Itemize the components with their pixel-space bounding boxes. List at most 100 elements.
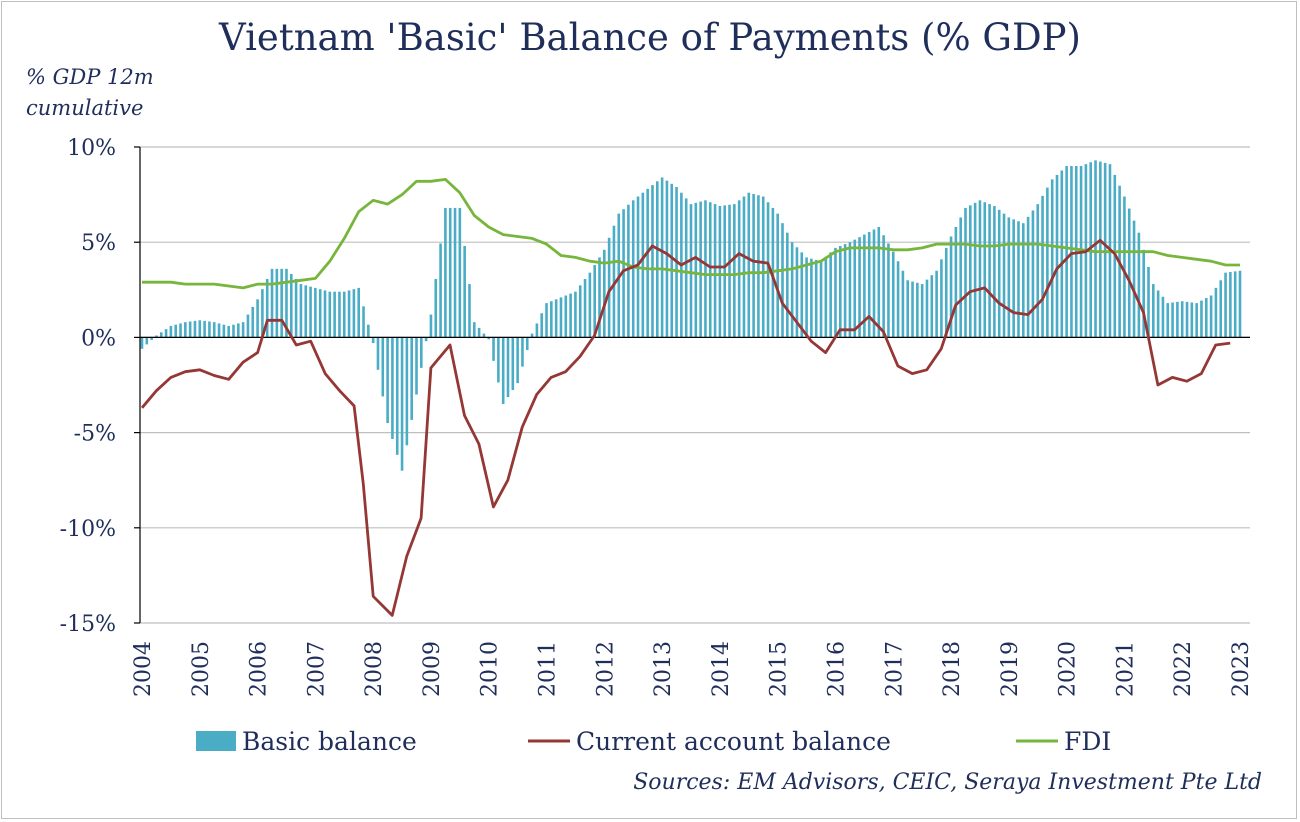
basic-balance-bar: [853, 239, 857, 338]
basic-balance-bar: [468, 284, 471, 338]
basic-balance-bar: [1204, 298, 1208, 338]
x-tick-label: 2004: [131, 641, 156, 697]
x-tick-label: 2008: [362, 641, 387, 697]
basic-balance-bar: [164, 329, 168, 338]
legend-swatch-basic-balance: [196, 731, 236, 751]
basic-balance-bar: [858, 237, 861, 338]
basic-balance-bar: [545, 303, 548, 338]
basic-balance-bar: [1166, 303, 1170, 338]
basic-balance-bar: [1099, 161, 1102, 338]
basic-balance-bar: [232, 324, 235, 338]
basic-balance-bar: [1031, 210, 1035, 338]
basic-balance-bar: [867, 232, 871, 338]
basic-balance-bar: [203, 320, 206, 338]
basic-balance-bar: [1017, 221, 1020, 338]
basic-balance-bar: [790, 242, 794, 338]
basic-balance-bar: [1137, 232, 1141, 338]
basic-balance-bar: [689, 204, 693, 338]
basic-balance-bar: [347, 290, 351, 338]
basic-balance-bar: [1224, 272, 1227, 338]
basic-balance-bar: [395, 337, 399, 455]
basic-balance-bar: [535, 323, 539, 338]
basic-balance-bar: [578, 285, 582, 338]
basic-balance-bar: [800, 252, 804, 338]
basic-balance-bar: [251, 306, 255, 338]
basic-balance-bar: [882, 235, 885, 338]
x-tick-label: 2009: [420, 641, 445, 697]
basic-balance-bar: [212, 322, 216, 338]
basic-balance-bar: [410, 337, 413, 420]
basic-balance-bar: [872, 229, 876, 338]
x-tick-label: 2011: [536, 641, 561, 697]
basic-balance-bar: [983, 202, 987, 338]
basic-balance-bar: [285, 268, 288, 338]
basic-balance-bar: [766, 202, 770, 338]
basic-balance-bar: [944, 247, 948, 338]
x-tick-label: 2010: [478, 641, 503, 697]
current-account-balance-line: [140, 238, 1231, 617]
basic-balance-bar: [338, 291, 341, 338]
basic-balance-bar: [1036, 204, 1040, 338]
basic-balance-bar: [1127, 208, 1131, 338]
basic-balance-bar: [525, 337, 529, 351]
basic-balance-bar: [1132, 220, 1136, 338]
basic-balance-bar: [1147, 266, 1150, 338]
basic-balance-bar: [506, 337, 510, 398]
basic-balance-bar: [747, 192, 751, 338]
fdi-line: [142, 178, 1240, 290]
y-tick-label: -10%: [60, 517, 116, 542]
y-tick-label: 10%: [67, 136, 116, 161]
basic-balance-bar: [362, 306, 365, 338]
basic-balance-bar: [814, 259, 818, 338]
basic-balance-bar: [501, 337, 505, 405]
series-lines: [140, 178, 1240, 617]
basic-balance-bar: [453, 207, 457, 338]
basic-balance-bar: [598, 257, 601, 338]
basic-balance-bar: [930, 275, 934, 338]
basic-balance-bar: [1060, 170, 1064, 338]
basic-balance-bar: [184, 322, 187, 338]
basic-balance-bar: [217, 323, 221, 338]
basic-balance-bar: [299, 284, 303, 338]
basic-balance-bar: [819, 261, 823, 338]
basic-balance-bar: [925, 279, 929, 338]
basic-balance-bar: [1026, 216, 1030, 338]
basic-balance-bar: [694, 202, 698, 338]
basic-balance-bar: [1190, 302, 1194, 338]
basic-balance-bar: [1070, 166, 1073, 338]
basic-balance-bar: [574, 291, 577, 338]
basic-balance-bar: [973, 202, 977, 338]
basic-balance-bar: [554, 299, 558, 338]
basic-balance-bar: [169, 325, 173, 338]
x-tick-label: 2015: [767, 641, 792, 697]
basic-balance-bar: [708, 202, 712, 338]
basic-balance-bar: [651, 185, 654, 338]
basic-balance-bar: [757, 195, 760, 338]
legend-label-fdi: FDI: [1064, 727, 1111, 756]
basic-balance-bar: [1200, 300, 1203, 338]
basic-balance-bar: [376, 337, 380, 370]
basic-balance-bar: [713, 204, 717, 338]
basic-balance-bar: [1123, 196, 1126, 338]
basic-balance-bar: [1002, 213, 1006, 338]
basic-balance-bar: [761, 196, 765, 338]
basic-balance-bar: [1238, 270, 1242, 338]
x-tick-label: 2020: [1056, 641, 1081, 697]
y-tick-label: 0%: [81, 326, 116, 351]
basic-balance-bar: [323, 290, 327, 338]
basic-balance-bar: [1094, 160, 1097, 338]
basic-balance-bar: [145, 337, 149, 345]
basic-balance-bars: [140, 160, 1242, 471]
x-tick-label: 2013: [651, 641, 676, 697]
basic-balance-bar: [516, 337, 519, 384]
basic-balance-bar: [1065, 166, 1068, 338]
basic-balance-bar: [829, 252, 832, 338]
x-tick-labels: 2004 2005 2006 2007 2008 2009 2010 2011 2012 2013…: [131, 641, 1254, 697]
legend-label-current-account: Current account balance: [576, 727, 891, 756]
basic-balance-bar: [627, 204, 630, 338]
basic-balance-bar: [834, 247, 837, 338]
basic-balance-bar: [487, 337, 491, 340]
basic-balance-bar: [188, 321, 192, 338]
basic-balance-bar: [458, 207, 462, 338]
basic-balance-bar: [569, 293, 572, 338]
